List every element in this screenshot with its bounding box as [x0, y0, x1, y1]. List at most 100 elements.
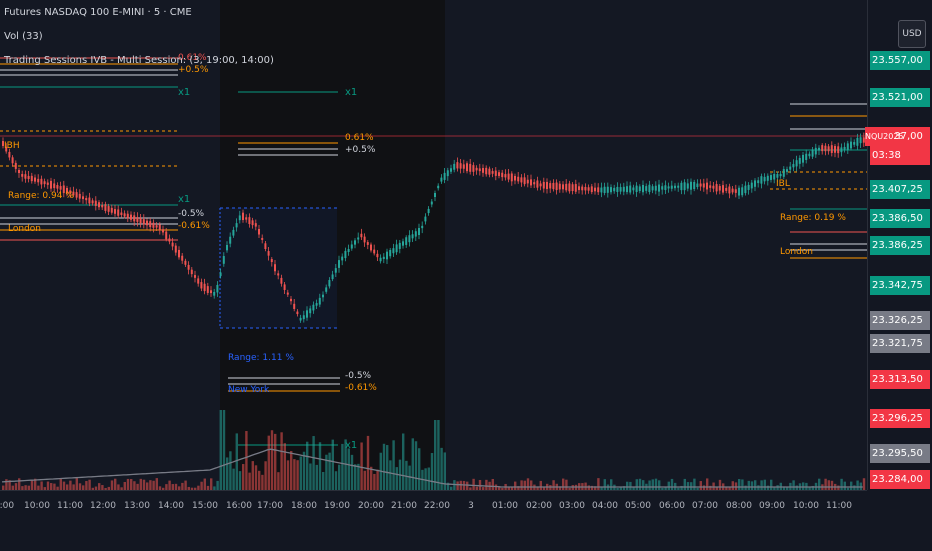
volume-bar [629, 481, 632, 490]
sessions-indicator-label[interactable]: Trading Sessions IVB - Multi Session: (3… [4, 55, 274, 66]
candle [18, 169, 20, 174]
candle [43, 181, 46, 185]
candle [789, 166, 792, 170]
volume-bar [795, 485, 798, 490]
candle [181, 255, 184, 261]
candle [683, 182, 686, 191]
volume-bar [69, 480, 72, 490]
volume-bar [171, 484, 174, 490]
volume-bar [382, 443, 386, 490]
candle [443, 172, 446, 180]
volume-bar [245, 431, 248, 490]
candle [88, 197, 91, 204]
candle [792, 164, 795, 168]
candle [27, 175, 30, 179]
volume-bar [290, 451, 293, 490]
volume-bar [347, 448, 350, 490]
price-axis-label: 23.295,50 [870, 444, 930, 463]
symbol-title[interactable]: Futures NASDAQ 100 E-MINI · 5 · CME [4, 7, 192, 18]
volume-bar [235, 433, 238, 490]
volume-bar [174, 483, 178, 490]
candle [811, 149, 814, 157]
volume-bar [258, 470, 261, 490]
volume-bar [325, 454, 328, 490]
candle [494, 170, 497, 176]
volume-bar [424, 468, 427, 490]
volume-bar [466, 481, 469, 490]
time-axis-label: 19:00 [324, 501, 350, 511]
volume-bar [638, 478, 642, 490]
candle [229, 236, 232, 244]
volume-bar [501, 487, 504, 490]
candle [555, 182, 558, 191]
time-axis-label: 10:00 [24, 501, 50, 511]
volume-bar [117, 484, 120, 490]
candle [798, 157, 801, 164]
volume-bar [840, 478, 843, 490]
volume-indicator-label[interactable]: Vol (33) [4, 31, 43, 42]
volume-bar [24, 485, 27, 490]
candle [174, 245, 177, 253]
time-axis[interactable]: 9:00 10:00 11:00 12:00 13:00 14:00 15:00 16:00 1… [0, 490, 867, 551]
candle [808, 153, 811, 157]
price-axis-label: 23.284,00 [870, 470, 930, 489]
candle [562, 184, 564, 190]
candle [302, 315, 305, 320]
candle [850, 141, 852, 149]
time-axis-label: 09:00 [759, 501, 785, 511]
time-axis-label: 18:00 [291, 501, 317, 511]
price-chart[interactable]: Range: 0.94 % London Range: 1.11 % New Y… [0, 0, 867, 490]
volume-bar [370, 466, 373, 490]
volume-bar [446, 482, 450, 490]
candle [94, 200, 97, 206]
volume-bar [494, 484, 498, 490]
candle [542, 181, 545, 189]
london-label-right: London [780, 247, 813, 257]
candle [699, 183, 702, 187]
candle [398, 242, 401, 249]
candle [587, 187, 590, 191]
volume-bar [773, 487, 776, 490]
candle [706, 182, 708, 190]
volume-bar [734, 482, 738, 490]
volume-bar [59, 478, 62, 490]
volume-bar [696, 487, 699, 490]
volume-bar [274, 433, 277, 490]
volume-bar [165, 484, 168, 490]
candle [219, 272, 222, 277]
volume-bar [354, 464, 357, 490]
volume-bar [440, 447, 443, 490]
candle [46, 182, 49, 185]
candle [296, 311, 299, 315]
price-axis[interactable]: 23.557,00 23.521,00 23.437,00 03:38 23.407,2… [867, 0, 932, 490]
candle [459, 163, 462, 169]
chart-pane[interactable]: Range: 0.94 % London Range: 1.11 % New Y… [0, 0, 867, 490]
candle [152, 222, 155, 228]
candle [504, 174, 507, 178]
candle [741, 187, 744, 196]
volume-bar [328, 452, 331, 490]
time-axis-label: 3 [468, 501, 474, 511]
candle [238, 215, 241, 221]
volume-bar [699, 481, 702, 490]
candle [546, 181, 548, 190]
chart-legend[interactable]: Futures NASDAQ 100 E-MINI · 5 · CME Vol … [4, 6, 274, 68]
candle [91, 200, 94, 204]
currency-button[interactable]: USD [898, 20, 926, 48]
volume-bar [322, 471, 325, 490]
candle [702, 183, 705, 188]
candle [472, 165, 475, 172]
volume-bar [88, 479, 91, 490]
volume-bar [98, 483, 101, 490]
price-axis-label: 23.557,00 [870, 51, 930, 70]
volume-bar [30, 480, 34, 490]
candle [322, 294, 324, 298]
candle [750, 182, 753, 189]
candle [395, 244, 398, 253]
candle [318, 297, 321, 305]
volume-bar [56, 486, 59, 490]
candle [840, 147, 843, 153]
candle [469, 163, 472, 172]
candle [606, 186, 609, 193]
candle [709, 185, 712, 188]
